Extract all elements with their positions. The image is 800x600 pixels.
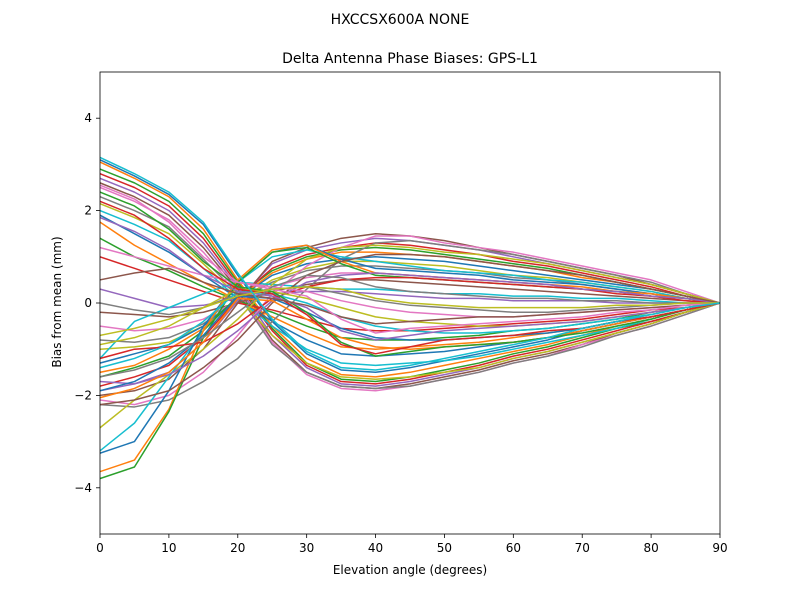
- x-tick-label: 20: [230, 541, 245, 555]
- x-tick-label: 80: [643, 541, 658, 555]
- y-tick-label: 4: [84, 111, 92, 125]
- x-tick-label: 70: [575, 541, 590, 555]
- series-line-46: [100, 267, 720, 325]
- series-line-4: [100, 172, 720, 385]
- x-tick-label: 40: [368, 541, 383, 555]
- series-line-48: [100, 274, 720, 378]
- series-line-35: [100, 272, 720, 385]
- series-group: [100, 156, 720, 480]
- series-line-15: [100, 288, 720, 309]
- series-line-43: [100, 191, 720, 357]
- x-axis-label: Elevation angle (degrees): [333, 563, 487, 577]
- series-line-49: [100, 286, 720, 337]
- series-layer: [100, 156, 720, 480]
- series-line-29: [100, 244, 720, 429]
- x-tick-label: 60: [506, 541, 521, 555]
- y-tick-label: −4: [74, 481, 92, 495]
- chart-suptitle: HXCCSX600A NONE: [331, 12, 470, 28]
- y-tick-label: 0: [84, 296, 92, 310]
- series-line-42: [100, 297, 720, 399]
- x-tick-label: 10: [161, 541, 176, 555]
- x-tick-label: 50: [437, 541, 452, 555]
- series-line-28: [100, 239, 720, 408]
- series-line-9: [100, 202, 720, 380]
- series-line-16: [100, 279, 720, 318]
- series-line-8: [100, 195, 720, 390]
- axes-layer: 0 10 20 30 40 50 60 70 80 90 −4 −2 0 2 4: [74, 71, 728, 555]
- series-line-45: [100, 216, 720, 341]
- y-tick-label: 2: [84, 204, 92, 218]
- x-tick-label: 0: [96, 541, 104, 555]
- series-line-50: [100, 156, 720, 371]
- series-line-36: [100, 253, 720, 406]
- series-line-47: [100, 184, 720, 334]
- x-tick-label: 30: [299, 541, 314, 555]
- x-tick-label: 90: [712, 541, 727, 555]
- y-tick-label: −2: [74, 388, 92, 402]
- y-axis-label: Bias from mean (mm): [50, 236, 64, 367]
- series-line-40: [100, 290, 720, 369]
- series-line-27: [100, 235, 720, 406]
- series-line-31: [100, 244, 720, 454]
- chart-title: Delta Antenna Phase Biases: GPS-L1: [282, 51, 538, 67]
